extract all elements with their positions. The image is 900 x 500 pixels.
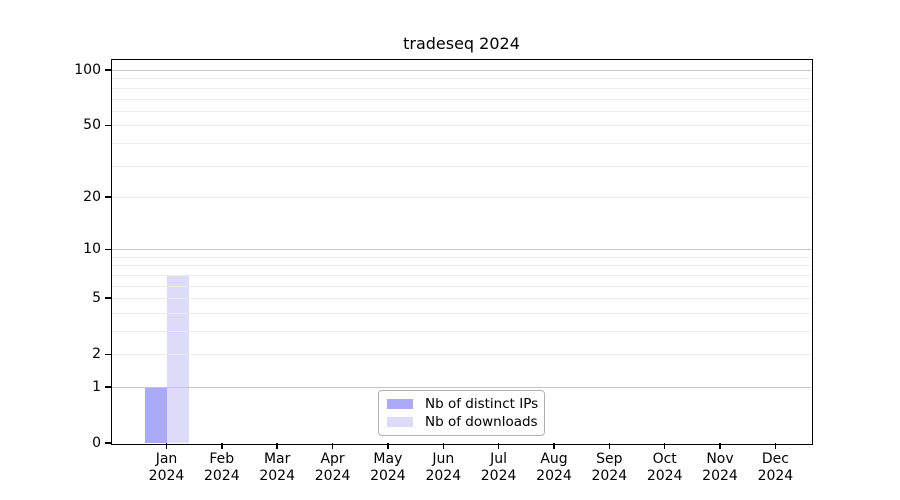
- y-tick-mark: [105, 69, 111, 71]
- x-axis-tick-label: Aug 2024: [526, 451, 582, 485]
- year-label: 2024: [314, 468, 351, 484]
- x-axis-tick-label: Dec 2024: [747, 451, 803, 485]
- x-tick-mark: [165, 443, 168, 449]
- gridline-minor: [112, 354, 811, 356]
- month-label: Aug: [540, 451, 568, 467]
- x-axis-tick-label: Jul 2024: [471, 451, 527, 485]
- y-axis-tick-label: 2: [92, 346, 101, 363]
- chart-title: tradeseq 2024: [403, 34, 520, 53]
- x-tick-mark: [774, 443, 777, 449]
- x-tick-mark: [608, 443, 610, 449]
- y-tick-mark: [105, 124, 111, 126]
- month-label: Sep: [596, 451, 623, 467]
- x-axis-tick-label: Oct 2024: [637, 451, 693, 485]
- gridline-minor: [112, 196, 811, 198]
- x-axis-tick-label: Feb 2024: [194, 451, 250, 485]
- month-label: Dec: [761, 451, 789, 467]
- y-axis-tick-label: 5: [92, 290, 101, 307]
- y-tick-mark: [105, 353, 111, 355]
- y-tick-mark: [105, 386, 111, 388]
- gridline-minor: [112, 87, 811, 89]
- gridline-minor: [112, 331, 811, 332]
- x-axis-tick-label: Apr 2024: [305, 451, 361, 485]
- year-label: 2024: [702, 468, 738, 484]
- year-label: 2024: [425, 468, 462, 484]
- bar-distinct-ips: [144, 387, 167, 443]
- x-tick-mark: [719, 443, 721, 449]
- y-tick-mark: [105, 248, 111, 250]
- month-label: Jul: [490, 451, 508, 467]
- year-label: 2024: [591, 468, 628, 484]
- gridline-minor: [112, 265, 811, 267]
- y-axis-tick-label: 10: [83, 241, 101, 258]
- month-label: Nov: [706, 451, 734, 467]
- x-axis-tick-label: Sep 2024: [581, 451, 637, 485]
- year-label: 2024: [259, 468, 295, 484]
- legend-item: Nb of distinct IPs: [387, 396, 538, 412]
- legend-item: Nb of downloads: [387, 414, 538, 430]
- x-tick-mark: [663, 443, 666, 449]
- bar-downloads: [166, 274, 189, 443]
- x-tick-mark: [497, 443, 500, 449]
- year-label: 2024: [646, 468, 683, 484]
- x-tick-mark: [221, 443, 223, 449]
- gridline-minor: [112, 98, 811, 100]
- gridline-major: [112, 249, 811, 251]
- legend-swatch-distinct-ips: [387, 399, 413, 409]
- month-label: May: [373, 451, 403, 467]
- y-tick-mark: [105, 297, 111, 299]
- month-label: Mar: [263, 451, 291, 467]
- year-label: 2024: [757, 468, 794, 484]
- gridline-major: [112, 387, 811, 388]
- year-label: 2024: [203, 468, 240, 484]
- year-label: 2024: [370, 468, 406, 484]
- x-axis-tick-label: Nov 2024: [692, 451, 748, 485]
- gridline-minor: [112, 78, 811, 80]
- legend-label: Nb of distinct IPs: [425, 395, 539, 412]
- gridline-major: [112, 70, 811, 71]
- x-axis-tick-label: Jun 2024: [415, 451, 471, 485]
- y-tick-mark: [105, 196, 111, 198]
- y-axis-tick-label: 0: [92, 435, 101, 451]
- month-label: Oct: [652, 451, 677, 467]
- y-axis-tick-label: 50: [83, 117, 101, 134]
- gridline-minor: [112, 312, 811, 314]
- month-label: Feb: [209, 451, 235, 467]
- plot-area: Nb of distinct IPs Nb of downloads: [110, 58, 813, 445]
- legend: Nb of distinct IPs Nb of downloads: [378, 390, 545, 436]
- month-label: Apr: [320, 451, 345, 467]
- y-axis-tick-label: 100: [74, 62, 101, 78]
- x-tick-mark: [442, 443, 444, 449]
- x-tick-mark: [276, 443, 278, 449]
- x-axis-tick-label: May 2024: [360, 451, 416, 485]
- gridline-minor: [112, 285, 811, 287]
- y-tick-mark: [105, 442, 111, 444]
- gridline-minor: [112, 125, 811, 127]
- year-label: 2024: [148, 468, 185, 484]
- x-tick-mark: [387, 443, 389, 449]
- y-axis-tick-label: 1: [92, 379, 101, 395]
- y-axis-tick-label: 20: [83, 188, 101, 205]
- gridline-minor: [112, 142, 811, 144]
- x-axis-tick-label: Jan 2024: [139, 451, 195, 485]
- gridline-minor: [112, 110, 811, 112]
- gridline-minor: [112, 298, 811, 300]
- x-tick-mark: [331, 443, 334, 449]
- year-label: 2024: [536, 468, 572, 484]
- gridline-minor: [112, 274, 811, 276]
- legend-label: Nb of downloads: [425, 413, 538, 430]
- legend-swatch-downloads: [387, 417, 413, 427]
- month-label: Jan: [155, 451, 178, 467]
- x-axis-tick-label: Mar 2024: [249, 451, 305, 485]
- gridline-minor: [112, 256, 811, 258]
- month-label: Jun: [432, 451, 455, 467]
- gridline-minor: [112, 165, 811, 167]
- x-tick-mark: [553, 443, 555, 449]
- year-label: 2024: [480, 468, 517, 484]
